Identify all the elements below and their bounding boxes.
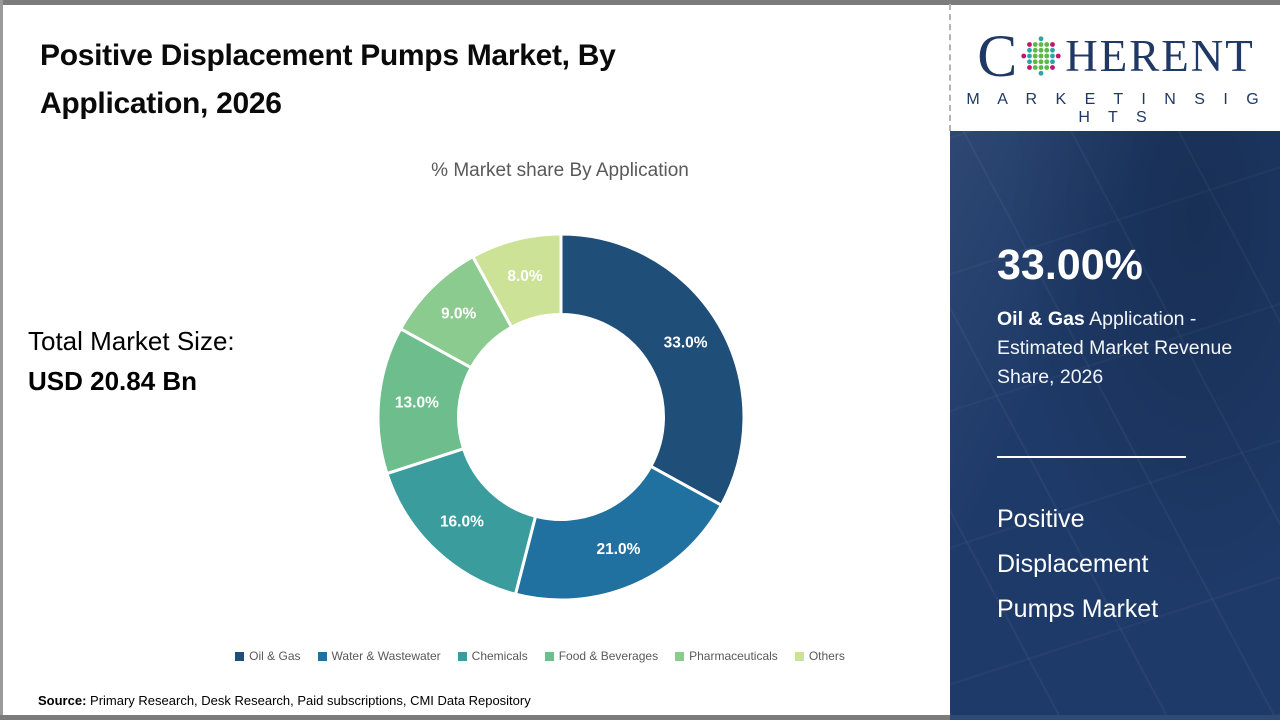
- source-label: Source:: [38, 693, 87, 708]
- legend-item: Others: [794, 649, 845, 663]
- legend-item: Oil & Gas: [235, 649, 301, 663]
- globe-dot: [1033, 47, 1038, 53]
- donut-data-label: 16.0%: [440, 514, 484, 531]
- legend-swatch: [794, 651, 804, 661]
- legend-item: Chemicals: [457, 649, 528, 663]
- legend-item: Pharmaceuticals: [675, 649, 778, 663]
- stat-description-bold: Oil & Gas: [997, 308, 1085, 330]
- frame-bottom-border: [0, 715, 950, 720]
- globe-dot: [1044, 59, 1050, 65]
- globe-dot: [1044, 53, 1050, 59]
- globe-dot: [1038, 47, 1044, 53]
- page-title: Positive Displacement Pumps Market, By A…: [40, 32, 920, 128]
- page-title-line2: Application, 2026: [40, 87, 282, 120]
- legend-item: Food & Beverages: [544, 649, 659, 663]
- stat-description-rest: Application - Estimated Market Revenue S…: [997, 308, 1233, 388]
- total-market-size-value: USD 20.84 Bn: [28, 366, 198, 396]
- donut-segment-others: [471, 232, 563, 329]
- globe-dot: [1050, 53, 1056, 59]
- company-logo: C HERENT M A R K E T I N S I G H T S: [952, 5, 1280, 131]
- chart-legend: Oil & Gas Water & Wastewater Chemicals Food…: [150, 649, 930, 663]
- donut-segment-water-wastewater: [513, 464, 723, 602]
- globe-dot: [1027, 47, 1033, 53]
- stat-value: 33.00%: [997, 241, 1143, 289]
- globe-dot: [1033, 65, 1038, 70]
- total-market-size-label: Total Market Size:: [28, 326, 235, 356]
- globe-dot: [1038, 65, 1044, 70]
- legend-label: Food & Beverages: [558, 649, 659, 663]
- logo-tagline: M A R K E T I N S I G H T S: [966, 91, 1266, 126]
- logo-letters-herent: HERENT: [1065, 31, 1255, 81]
- globe-dot: [1033, 42, 1038, 47]
- globe-dot: [1050, 65, 1056, 70]
- logo-dashed-divider: [949, 4, 951, 131]
- source-line: Source: Primary Research, Desk Research,…: [38, 693, 531, 708]
- donut-data-label: 9.0%: [441, 306, 477, 323]
- legend-label: Water & Wastewater: [331, 649, 441, 663]
- legend-label: Others: [808, 649, 845, 663]
- globe-dot: [1056, 53, 1061, 59]
- frame-left-border: [0, 0, 3, 720]
- globe-dot: [1044, 47, 1050, 53]
- legend-label: Oil & Gas: [249, 649, 301, 663]
- frame-bottom-border-sidebar: [950, 715, 1280, 720]
- globe-dot: [1038, 42, 1044, 47]
- globe-dot: [1050, 59, 1056, 65]
- globe-dot: [1044, 42, 1050, 47]
- legend-label: Chemicals: [471, 649, 528, 663]
- legend-swatch: [457, 651, 467, 661]
- page-title-line1: Positive Displacement Pumps Market, By: [40, 39, 616, 72]
- globe-dot: [1033, 59, 1038, 65]
- globe-dot: [1027, 65, 1033, 70]
- source-text: Primary Research, Desk Research, Paid su…: [86, 693, 531, 708]
- legend-label: Pharmaceuticals: [689, 649, 778, 663]
- globe-dot: [1038, 53, 1044, 59]
- stat-description: Oil & Gas Application - Estimated Market…: [997, 305, 1259, 392]
- legend-swatch: [235, 651, 245, 661]
- donut-chart: 33.0% 21.0% 16.0% 13.0% 9.0% 8.0%: [376, 232, 746, 602]
- sidebar-market-name: Positive Displacement Pumps Market: [997, 505, 1159, 623]
- logo-wordmark: C HERENT: [952, 23, 1280, 89]
- donut-data-label: 21.0%: [597, 541, 641, 558]
- legend-item: Water & Wastewater: [317, 649, 441, 663]
- sidebar-divider: [997, 456, 1186, 458]
- highlight-sidebar: 33.00% Oil & Gas Application - Estimated…: [950, 131, 1280, 715]
- chart-title: % Market share By Application: [431, 160, 689, 181]
- frame-top-border: [0, 0, 1280, 5]
- globe-dot: [1027, 42, 1033, 47]
- donut-data-label: 8.0%: [507, 268, 543, 285]
- legend-swatch: [675, 651, 685, 661]
- globe-dot: [1044, 65, 1050, 70]
- donut-segment-oil-gas: [559, 232, 746, 507]
- donut-data-label: 33.0%: [664, 334, 708, 351]
- globe-dot: [1038, 59, 1044, 65]
- globe-dot: [1021, 53, 1027, 59]
- logo-globe-icon: [1021, 36, 1061, 76]
- legend-swatch: [544, 651, 554, 661]
- globe-dot: [1038, 36, 1044, 42]
- logo-letter-c: C: [977, 23, 1018, 89]
- total-market-size-block: Total Market Size: USD 20.84 Bn: [28, 326, 235, 397]
- donut-data-label: 13.0%: [395, 394, 439, 411]
- legend-swatch: [317, 651, 327, 661]
- globe-dot: [1033, 53, 1038, 59]
- globe-dot: [1050, 42, 1056, 47]
- globe-dot: [1027, 53, 1033, 59]
- globe-dot: [1038, 70, 1044, 76]
- globe-dot: [1050, 47, 1056, 53]
- globe-dot: [1027, 59, 1033, 65]
